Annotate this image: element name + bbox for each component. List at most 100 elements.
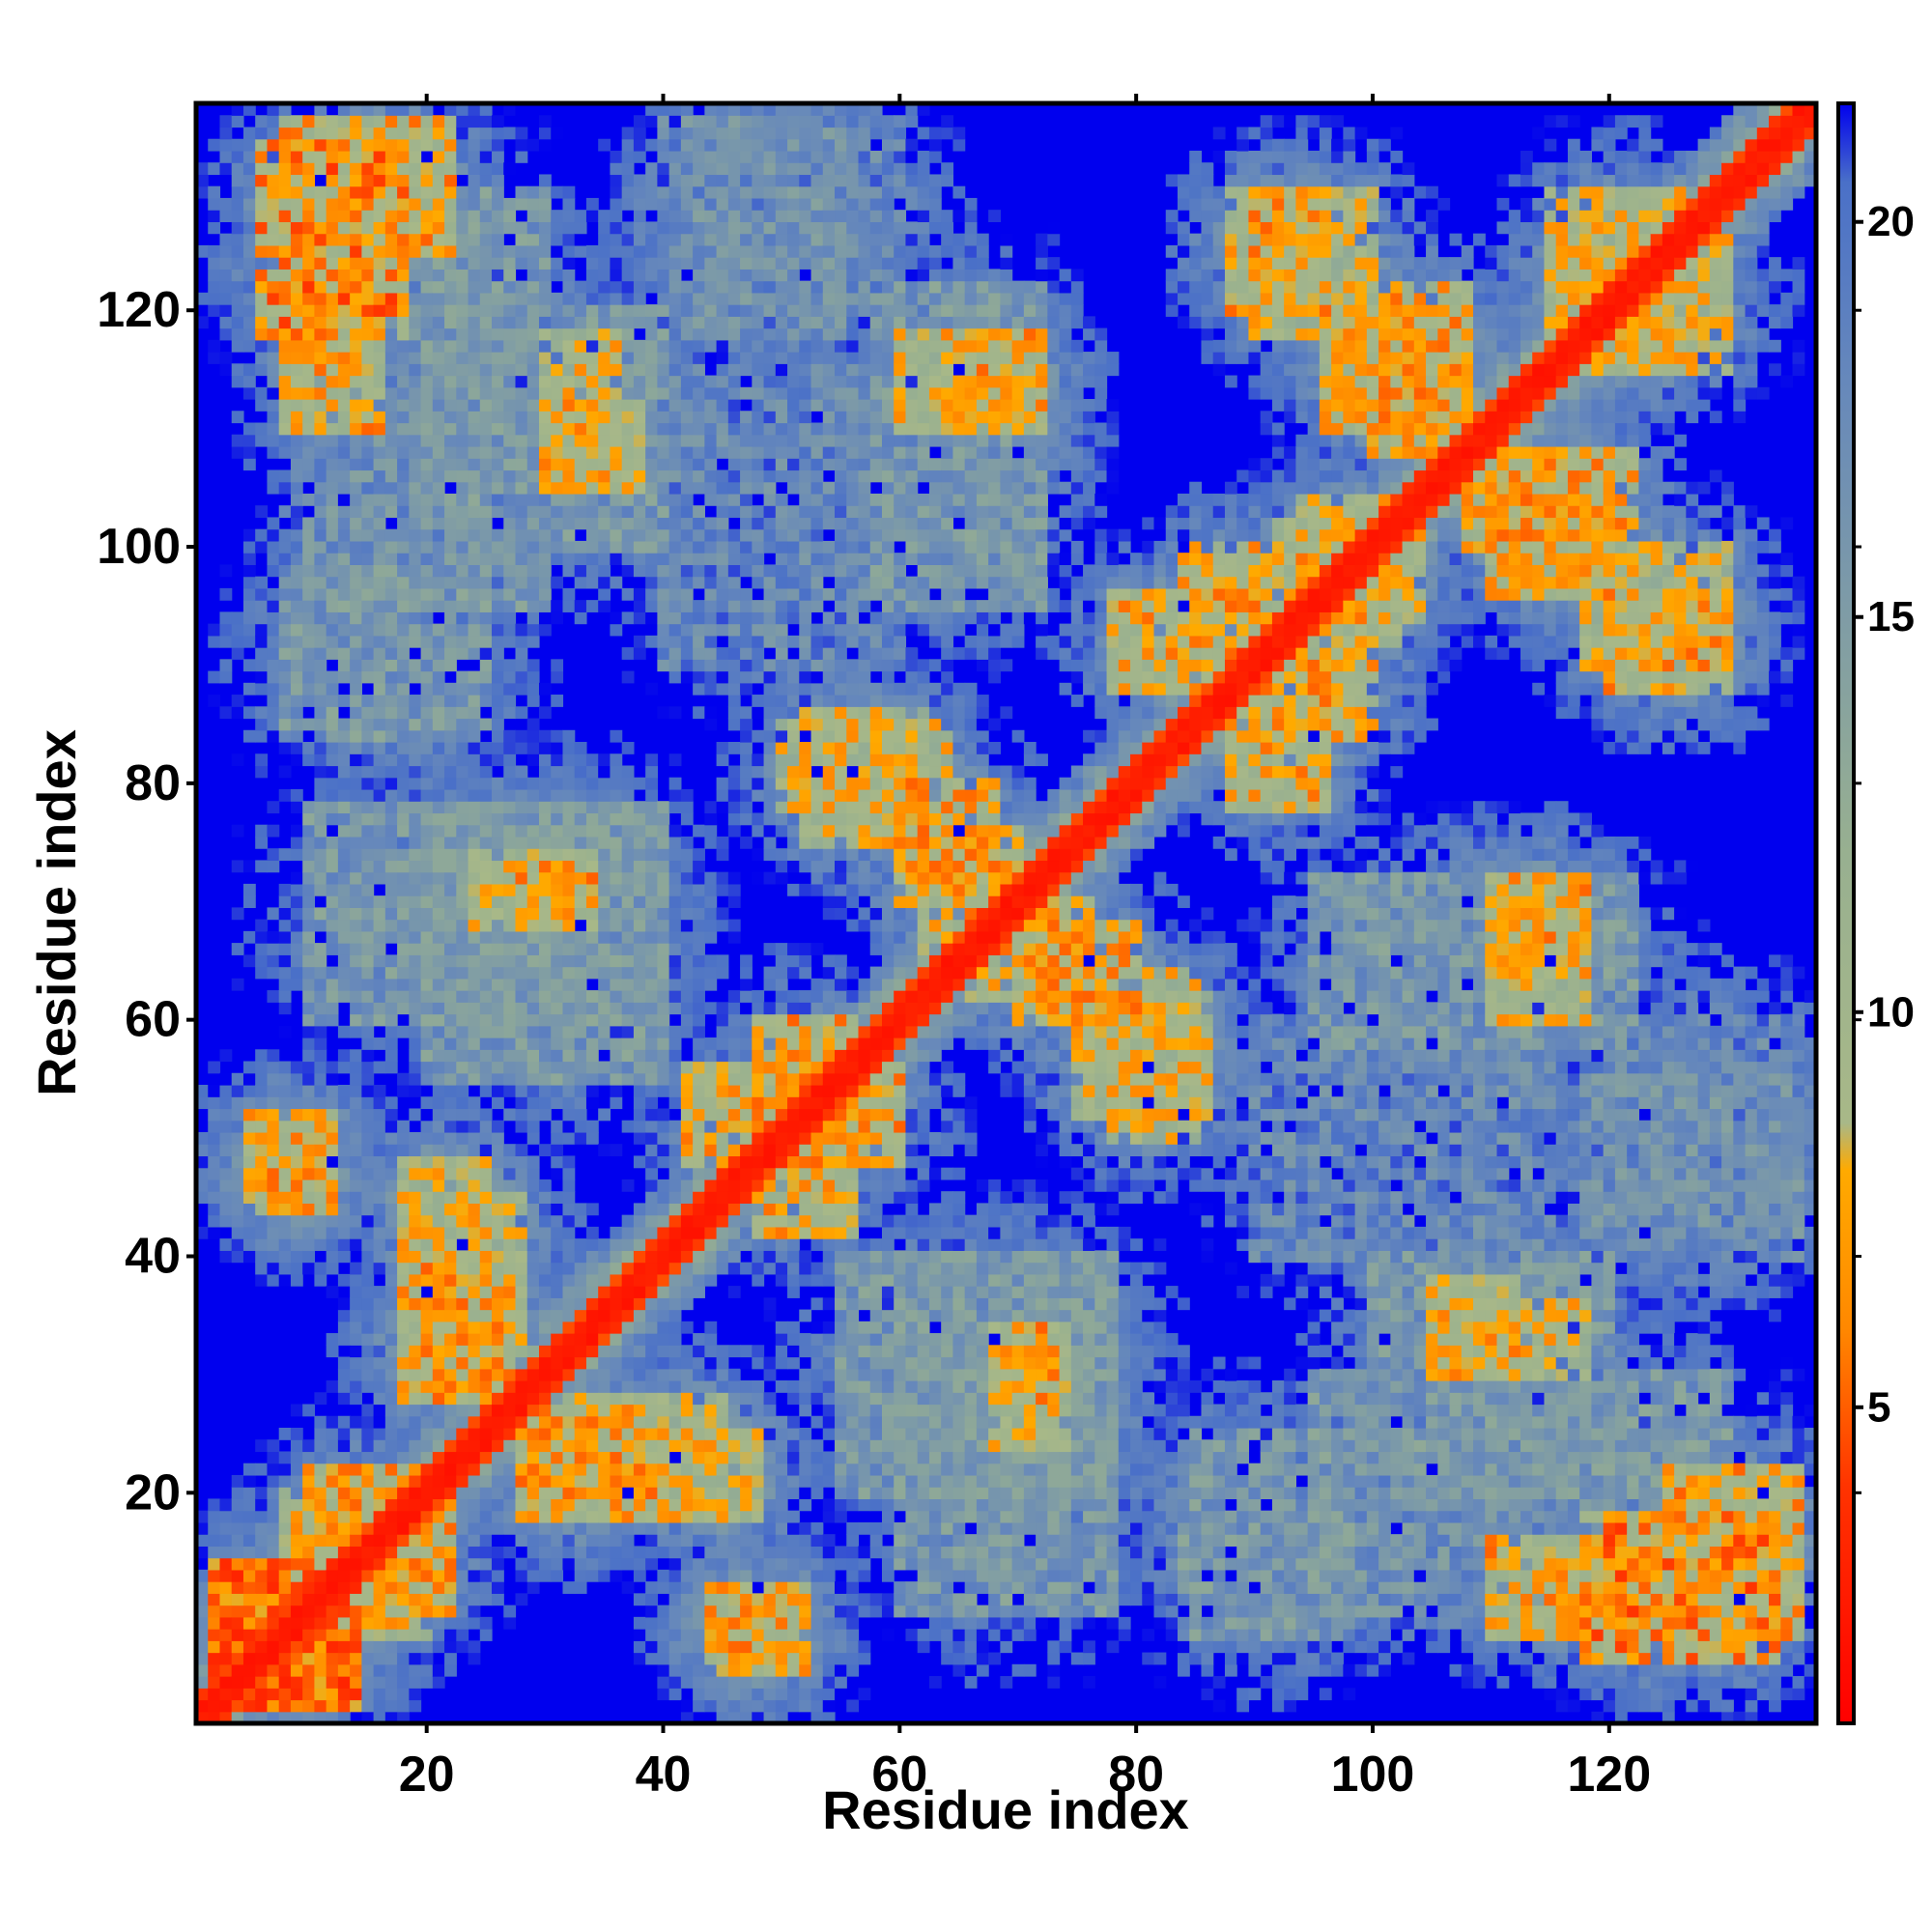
heatmap-cell bbox=[538, 966, 552, 980]
heatmap-cell bbox=[432, 1546, 445, 1559]
heatmap-cell bbox=[668, 1333, 682, 1346]
heatmap-cell bbox=[361, 1557, 375, 1571]
heatmap-cell bbox=[562, 824, 576, 838]
heatmap-cell bbox=[621, 316, 635, 329]
heatmap-cell bbox=[231, 1120, 244, 1133]
heatmap-cell bbox=[515, 138, 528, 152]
heatmap-cell bbox=[645, 1652, 658, 1665]
heatmap-cell bbox=[515, 943, 528, 955]
heatmap-cell bbox=[290, 1179, 303, 1192]
heatmap-cell bbox=[361, 411, 375, 424]
heatmap-cell bbox=[397, 1321, 410, 1334]
heatmap-cell bbox=[479, 1108, 493, 1122]
heatmap-cell bbox=[278, 943, 292, 955]
heatmap-cell bbox=[693, 1155, 705, 1169]
heatmap-cell bbox=[456, 1072, 469, 1086]
heatmap-cell bbox=[657, 576, 670, 589]
heatmap-cell bbox=[444, 1191, 457, 1204]
heatmap-cell bbox=[585, 966, 599, 980]
heatmap-cell bbox=[538, 1546, 552, 1559]
heatmap-cell bbox=[397, 304, 410, 317]
heatmap-cell bbox=[361, 458, 375, 471]
heatmap-cell bbox=[373, 528, 386, 542]
heatmap-cell bbox=[302, 848, 316, 862]
heatmap-cell bbox=[456, 1120, 469, 1133]
heatmap-cell bbox=[633, 1214, 646, 1228]
heatmap-cell bbox=[492, 670, 504, 684]
heatmap-cell bbox=[657, 1510, 670, 1523]
heatmap-cell bbox=[479, 1356, 493, 1370]
heatmap-cell bbox=[350, 883, 362, 896]
heatmap-cell bbox=[420, 244, 434, 258]
heatmap-cell bbox=[242, 1120, 256, 1133]
heatmap-cell bbox=[668, 150, 682, 163]
heatmap-cell bbox=[255, 1273, 269, 1287]
heatmap-cell bbox=[361, 1262, 375, 1275]
heatmap-cell bbox=[409, 1498, 422, 1512]
heatmap-cell bbox=[373, 434, 386, 447]
heatmap-cell bbox=[337, 611, 351, 625]
heatmap-cell bbox=[585, 269, 599, 282]
heatmap-cell bbox=[231, 269, 244, 282]
heatmap-cell bbox=[479, 352, 493, 364]
heatmap-cell bbox=[420, 576, 434, 589]
heatmap-cell bbox=[397, 1688, 410, 1701]
heatmap-cell bbox=[645, 233, 658, 246]
heatmap-cell bbox=[551, 1404, 564, 1417]
heatmap-cell bbox=[278, 954, 292, 968]
heatmap-cell bbox=[444, 292, 457, 305]
heatmap-cell bbox=[444, 363, 457, 377]
heatmap-cell bbox=[384, 659, 398, 672]
heatmap-cell bbox=[397, 718, 410, 731]
heatmap-cell bbox=[621, 1002, 635, 1015]
heatmap-cell bbox=[444, 375, 457, 388]
heatmap-cell bbox=[515, 1155, 528, 1169]
heatmap-cell bbox=[219, 706, 233, 720]
heatmap-cell bbox=[208, 635, 221, 648]
heatmap-cell bbox=[290, 257, 303, 270]
heatmap-cell bbox=[337, 659, 351, 672]
heatmap-cell bbox=[267, 1262, 280, 1275]
heatmap-cell bbox=[409, 1534, 422, 1547]
heatmap-cell bbox=[337, 576, 351, 589]
heatmap-cell bbox=[492, 174, 504, 187]
heatmap-cell bbox=[479, 244, 493, 258]
heatmap-cell bbox=[420, 411, 434, 424]
heatmap-cell bbox=[526, 1487, 540, 1500]
heatmap-cell bbox=[680, 587, 694, 601]
heatmap-cell bbox=[196, 1179, 209, 1192]
heatmap-cell bbox=[384, 1404, 398, 1417]
heatmap-cell bbox=[551, 221, 564, 235]
heatmap-cell bbox=[208, 1084, 221, 1097]
heatmap-cell bbox=[693, 244, 705, 258]
heatmap-cell bbox=[680, 115, 694, 128]
heatmap-cell bbox=[384, 1191, 398, 1204]
heatmap-cell bbox=[337, 304, 351, 317]
heatmap-cell bbox=[598, 943, 611, 955]
heatmap-cell bbox=[231, 174, 244, 187]
heatmap-cell bbox=[350, 1415, 362, 1429]
heatmap-cell bbox=[302, 600, 316, 612]
heatmap-cell bbox=[278, 907, 292, 921]
heatmap-cell bbox=[610, 1226, 623, 1239]
heatmap-cell bbox=[373, 458, 386, 471]
heatmap-cell bbox=[397, 1262, 410, 1275]
heatmap-cell bbox=[231, 824, 244, 838]
heatmap-cell bbox=[503, 824, 517, 838]
heatmap-cell bbox=[538, 411, 552, 424]
heatmap-cell bbox=[479, 445, 493, 459]
heatmap-cell bbox=[326, 812, 339, 826]
heatmap-cell bbox=[350, 422, 362, 436]
heatmap-cell bbox=[255, 1226, 269, 1239]
heatmap-cell bbox=[621, 280, 635, 294]
heatmap-cell bbox=[610, 1297, 623, 1311]
heatmap-cell bbox=[373, 600, 386, 612]
heatmap-cell bbox=[326, 635, 339, 648]
heatmap-cell bbox=[326, 777, 339, 790]
heatmap-cell bbox=[515, 257, 528, 270]
heatmap-cell bbox=[361, 210, 375, 223]
heatmap-cell bbox=[314, 1451, 327, 1464]
heatmap-cell bbox=[361, 978, 375, 991]
heatmap-cell bbox=[526, 352, 540, 364]
heatmap-cell bbox=[384, 327, 398, 341]
